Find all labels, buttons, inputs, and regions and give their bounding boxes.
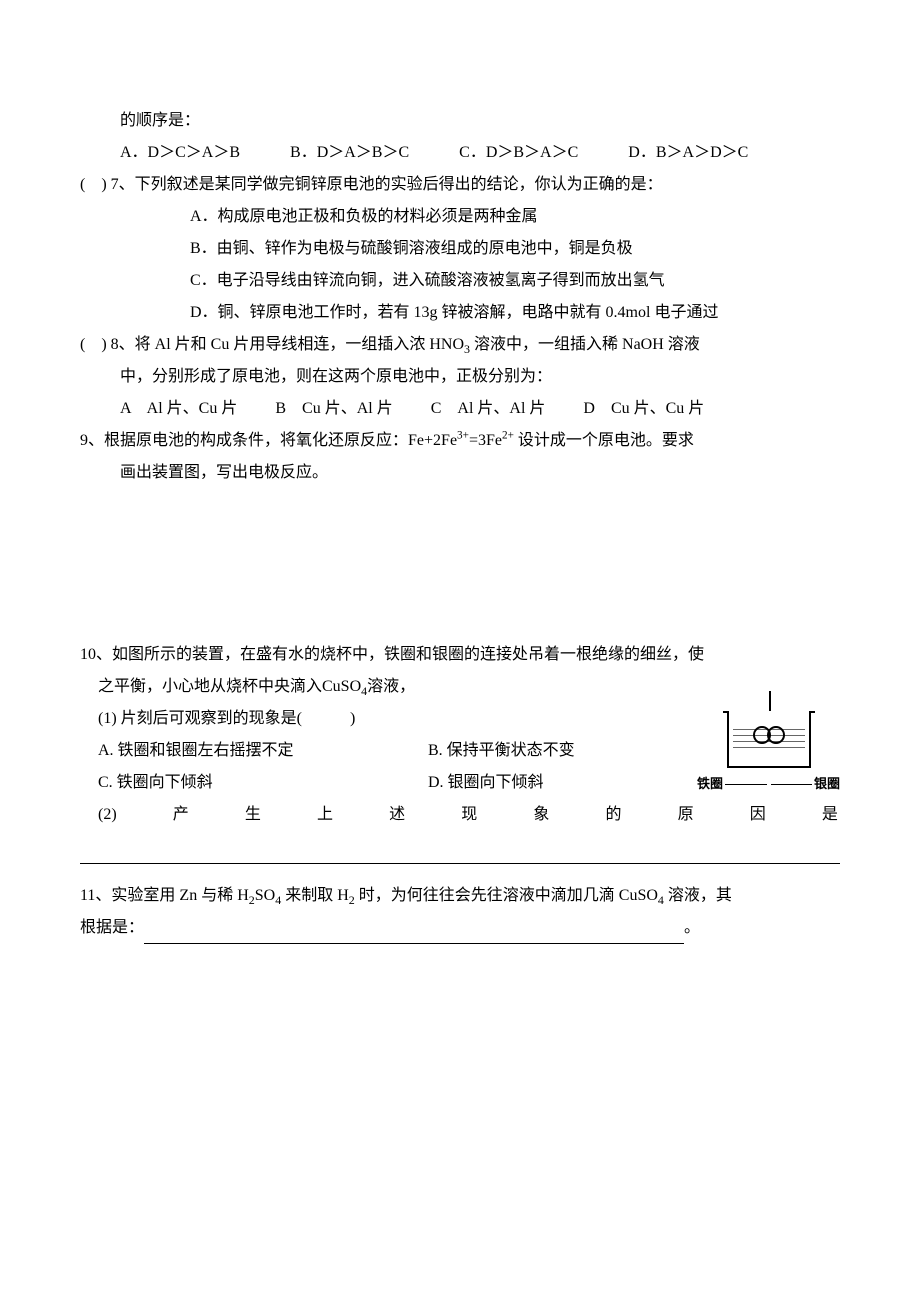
q9-eq: =3Fe — [469, 432, 502, 449]
q10-stem-line2: 之平衡，小心地从烧杯中央滴入CuSO4溶液， — [80, 671, 840, 703]
p2-c1: 产 — [173, 799, 189, 831]
q6-options: A．D＞C＞A＞B B．D＞A＞B＞C C．D＞B＞A＞C D．B＞A＞D＞C — [80, 137, 840, 169]
q8-stem-l1b: 溶液中，一组插入稀 NaOH 溶液 — [470, 336, 700, 353]
q9-sup1: 3+ — [457, 430, 469, 442]
p2-c10: 是 — [822, 799, 838, 831]
q9-stem-line2: 画出装置图，写出电极反应。 — [80, 457, 840, 489]
q9-l1a: 根据原电池的构成条件，将氧化还原反应：Fe+2Fe — [104, 432, 457, 449]
q8-opt-c: C Al 片、Al 片 — [431, 393, 546, 425]
q8-opt-d: D Cu 片、Cu 片 — [583, 393, 704, 425]
q10-opt-a: A. 铁圈和银圈左右摇摆不定 — [80, 735, 428, 767]
q6-opt-c: C．D＞B＞A＞C — [459, 137, 578, 169]
p2-c8: 原 — [678, 799, 694, 831]
q11-answer-line — [144, 927, 684, 944]
q8-opt-a: A Al 片、Cu 片 — [120, 393, 237, 425]
answer-space — [80, 489, 840, 639]
p2-c3: 上 — [317, 799, 333, 831]
q11-a: 实验室用 Zn 与稀 H — [111, 887, 248, 904]
p2-c2: 生 — [245, 799, 261, 831]
q10-part2-label: (2) 产 生 上 述 现 象 的 原 因 是 — [80, 799, 840, 831]
q10-l2a: 之平衡，小心地从烧杯中央滴入CuSO — [98, 678, 361, 695]
p2-c5: 现 — [461, 799, 477, 831]
beaker-diagram: 铁圈 银圈 — [697, 711, 840, 797]
q9-stem-line1: 9、根据原电池的构成条件，将氧化还原反应：Fe+2Fe3+=3Fe2+ 设计成一… — [80, 425, 840, 457]
p2-c0: (2) — [98, 799, 117, 831]
q11-number: 11、 — [80, 887, 111, 904]
q7-opt-a: A．构成原电池正极和负极的材料必须是两种金属 — [80, 201, 840, 233]
p2-c6: 象 — [533, 799, 549, 831]
q10-l1a: 如图所示的装置，在盛有水的烧杯中，铁圈和银圈的连接处吊着一根绝缘的细丝，使 — [112, 646, 704, 663]
q10-opt-b: B. 保持平衡状态不变 — [428, 735, 575, 767]
q10-stem-line1: 10、如图所示的装置，在盛有水的烧杯中，铁圈和银圈的连接处吊着一根绝缘的细丝，使 — [80, 639, 840, 671]
q7-stem: ( ) 7、下列叙述是某同学做完铜锌原电池的实验后得出的结论，你认为正确的是： — [80, 169, 840, 201]
q7-opt-c: C．电子沿导线由锌流向铜，进入硫酸溶液被氢离子得到而放出氢气 — [80, 265, 840, 297]
q11-d: 时，为何往往会先往溶液中滴加几滴 CuSO — [355, 887, 658, 904]
thread-icon — [769, 691, 771, 711]
water-lines-icon — [733, 729, 805, 753]
q7-opt-b: B．由铜、锌作为电极与硫酸铜溶液组成的原电池中，铜是负极 — [80, 233, 840, 265]
q11-e: 溶液，其 — [664, 887, 732, 904]
q10-block: 10、如图所示的装置，在盛有水的烧杯中，铁圈和银圈的连接处吊着一根绝缘的细丝，使… — [80, 639, 840, 864]
beaker-icon — [727, 711, 811, 768]
q8-opt-b: B Cu 片、Al 片 — [275, 393, 392, 425]
q7-opt-d: D．铜、锌原电池工作时，若有 13g 锌被溶解，电路中就有 0.4mol 电子通… — [80, 297, 840, 329]
q11-period: 。 — [684, 919, 700, 936]
q6-opt-d: D．B＞A＞D＞C — [628, 137, 748, 169]
q10-number: 10、 — [80, 646, 112, 663]
q9-l1b: 设计成一个原电池。要求 — [514, 432, 694, 449]
q7-number: 7、 — [111, 176, 135, 193]
q6-opt-a: A．D＞C＞A＞B — [120, 137, 240, 169]
p2-c4: 述 — [389, 799, 405, 831]
q8-stem-line2: 中，分别形成了原电池，则在这两个原电池中，正极分别为： — [80, 361, 840, 393]
q10-opt-d: D. 银圈向下倾斜 — [428, 767, 544, 799]
q8-options: A Al 片、Cu 片 B Cu 片、Al 片 C Al 片、Al 片 D Cu… — [80, 393, 840, 425]
q11-c: 来制取 H — [281, 887, 349, 904]
p2-c9: 因 — [750, 799, 766, 831]
q11-b: SO — [255, 887, 275, 904]
q10-l2b: 溶液， — [367, 678, 415, 695]
q8-stem-l1a: 将 Al 片和 Cu 片用导线相连，一组插入浓 HNO — [135, 336, 464, 353]
p2-c7: 的 — [606, 799, 622, 831]
q11-stem-line2: 根据是： 。 — [80, 912, 840, 944]
diagram-labels: 铁圈 银圈 — [697, 771, 840, 797]
q6-tail-text: 的顺序是： — [80, 105, 840, 137]
q9-sup2: 2+ — [502, 430, 514, 442]
q10-opt-c: C. 铁圈向下倾斜 — [80, 767, 428, 799]
q11-stem-line1: 11、实验室用 Zn 与稀 H2SO4 来制取 H2 时，为何往往会先往溶液中滴… — [80, 880, 840, 912]
q9-number: 9、 — [80, 432, 104, 449]
q8-stem-line1: ( ) 8、将 Al 片和 Cu 片用导线相连，一组插入浓 HNO3 溶液中，一… — [80, 329, 840, 361]
left-ring-label: 铁圈 — [697, 771, 723, 797]
q11-l2: 根据是： — [80, 919, 144, 936]
right-ring-label: 银圈 — [814, 771, 840, 797]
q8-number: 8、 — [111, 336, 135, 353]
q10-answer-line — [80, 841, 840, 864]
q6-opt-b: B．D＞A＞B＞C — [290, 137, 409, 169]
q7-stem-text: 下列叙述是某同学做完铜锌原电池的实验后得出的结论，你认为正确的是： — [135, 176, 663, 193]
